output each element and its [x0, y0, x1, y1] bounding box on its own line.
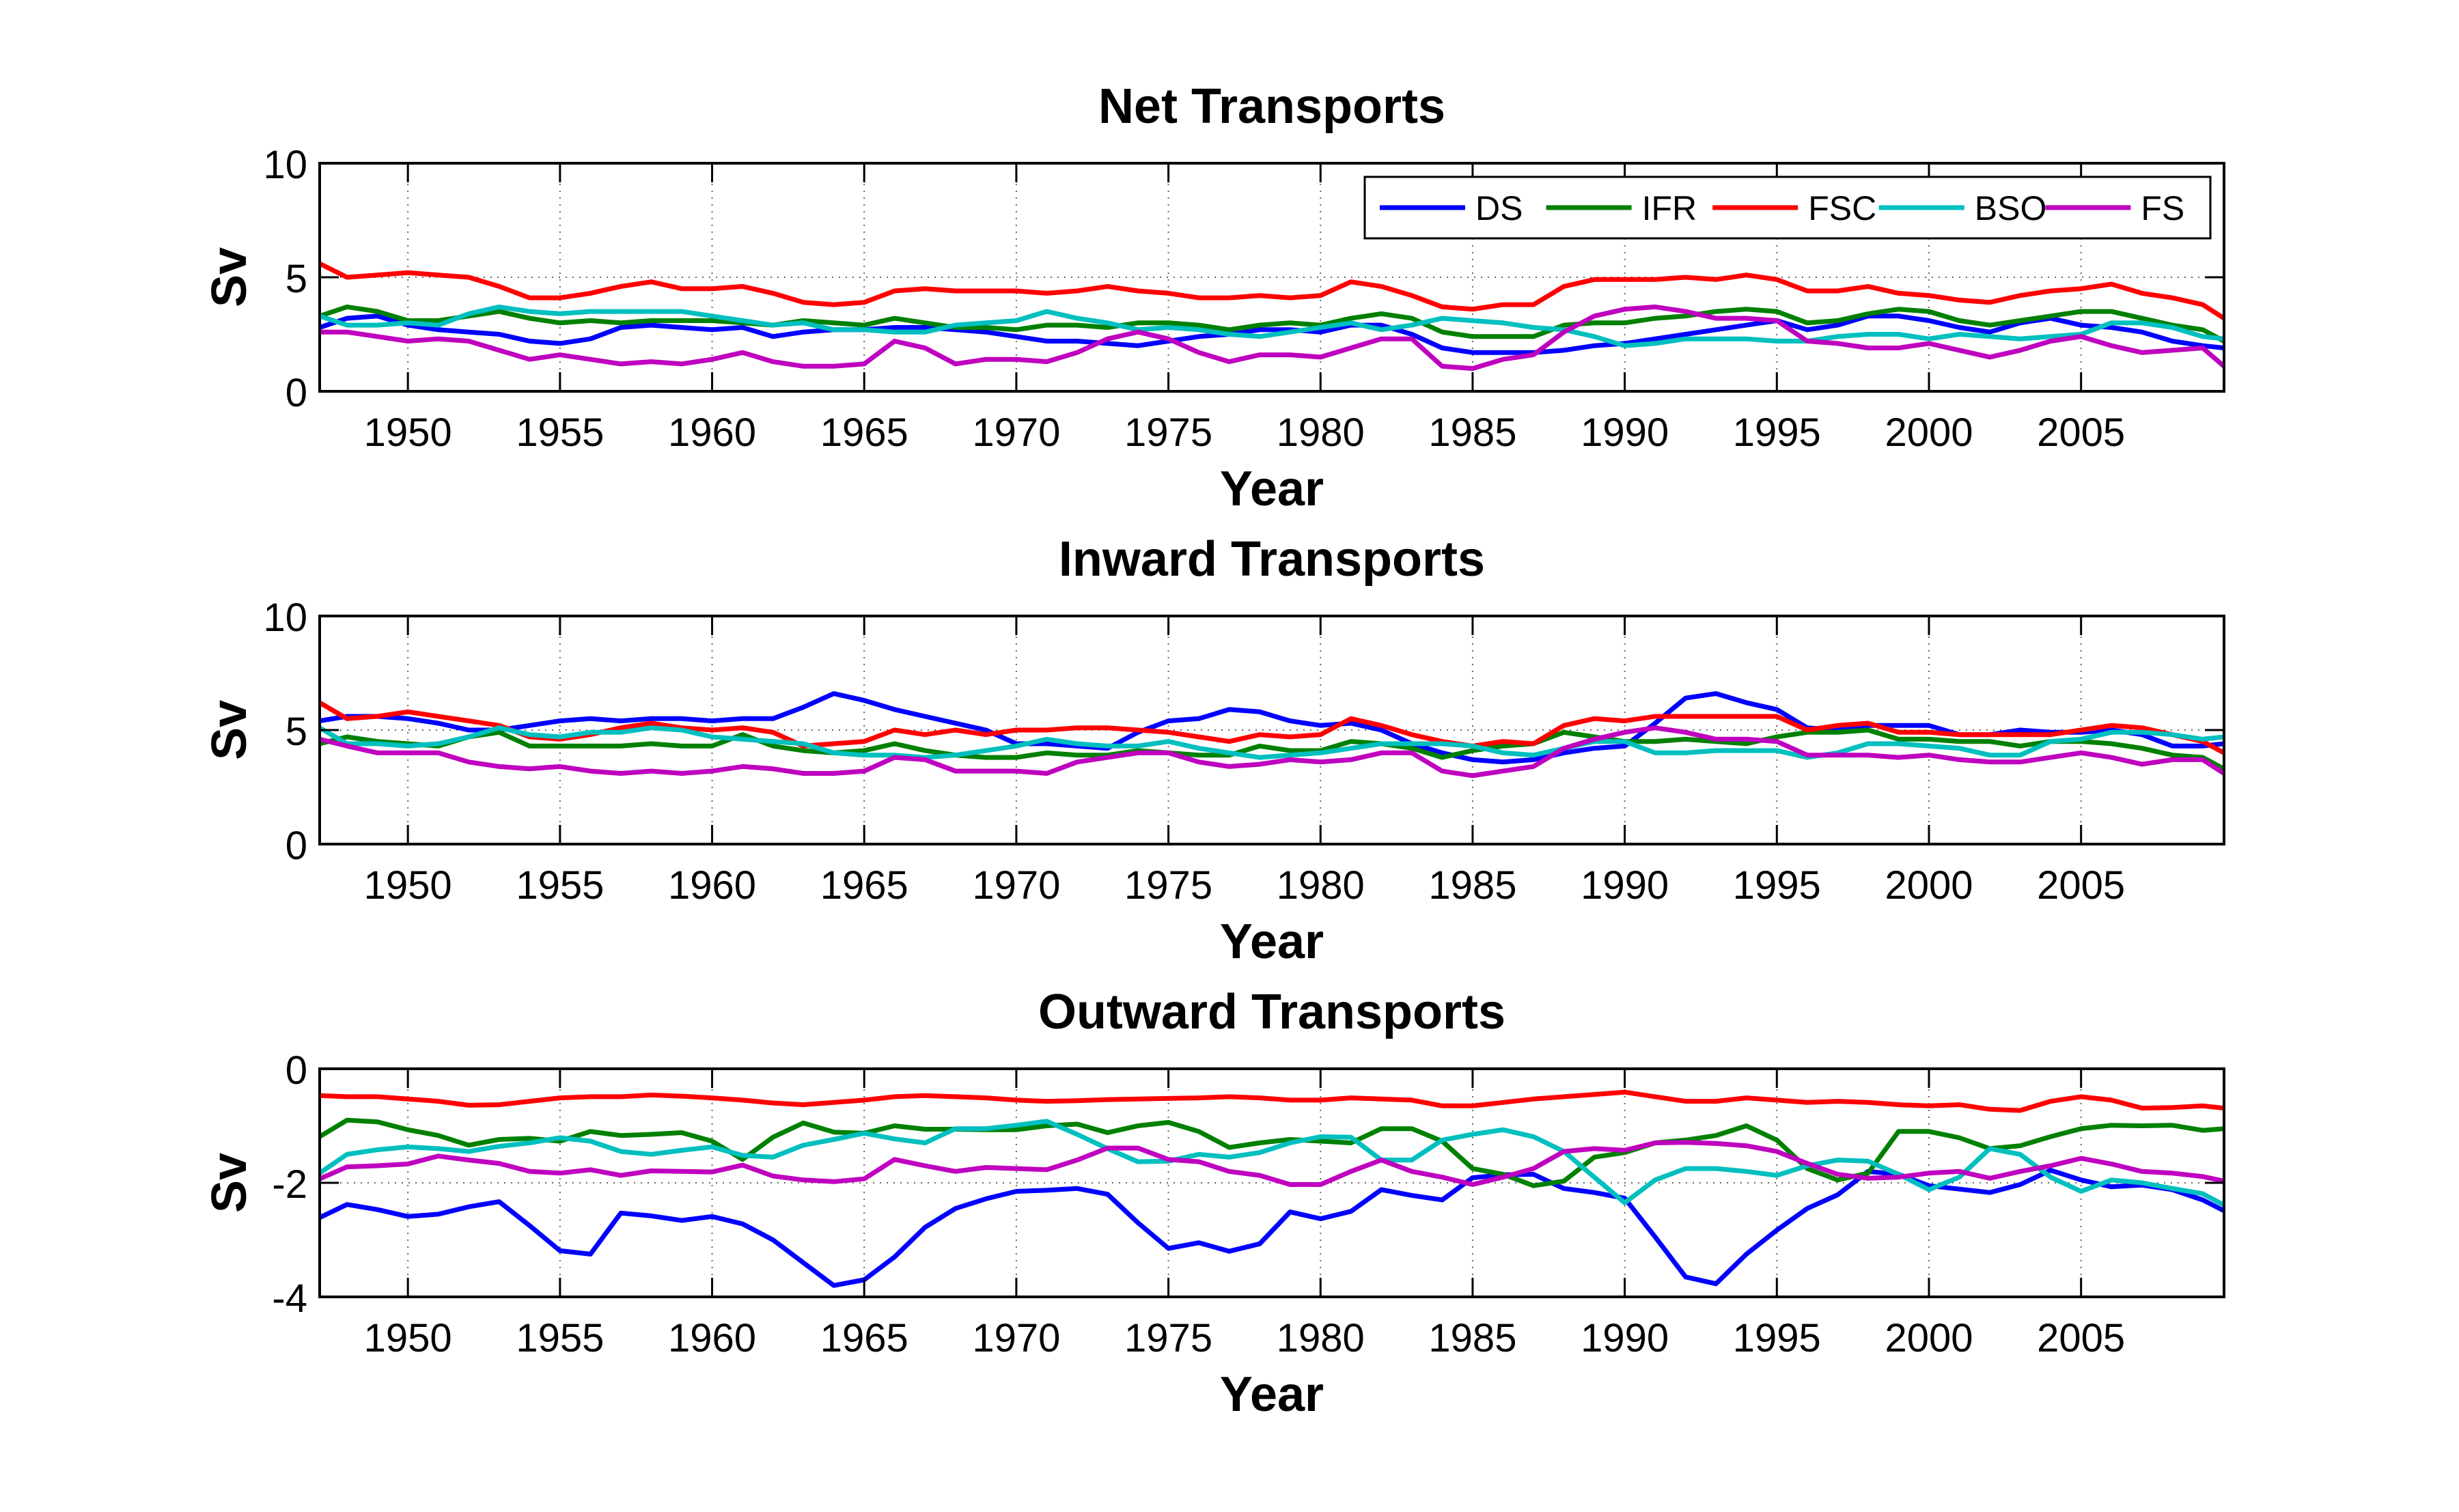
- x-tick-label: 1995: [1733, 1316, 1821, 1360]
- legend-label: FSC: [1808, 189, 1876, 227]
- legend-item-ds: DS: [1380, 189, 1523, 227]
- x-tick-label: 1985: [1428, 410, 1516, 455]
- series-line-fs: [320, 725, 2224, 779]
- y-axis-label: Sv: [202, 1153, 257, 1213]
- x-axis-label: Year: [1220, 462, 1324, 516]
- x-tick-label: 1990: [1581, 410, 1669, 455]
- x-tick-label: 2005: [2037, 1316, 2125, 1360]
- series-line-fsc: [320, 261, 2224, 321]
- x-axis-label: Year: [1220, 1367, 1324, 1422]
- chart-title: Inward Transports: [1059, 532, 1485, 587]
- x-tick-label: 1975: [1124, 1316, 1212, 1360]
- x-tick-label: 1965: [820, 1316, 908, 1360]
- x-tick-label: 1990: [1581, 863, 1669, 908]
- x-tick-label: 1960: [668, 410, 756, 455]
- legend-item-ifr: IFR: [1546, 189, 1697, 227]
- x-tick-label: 1975: [1124, 410, 1212, 455]
- legend-item-fs: FS: [2045, 189, 2184, 227]
- series-line-ds: [320, 313, 2224, 355]
- chart-panel-2: 1950 1955 1960 1965 1970 1975 1980 1985 1990 1995…: [202, 532, 2225, 969]
- x-tick-label: 1970: [972, 1316, 1060, 1360]
- chart-title: Net Transports: [1098, 79, 1445, 134]
- x-tick-label: 1985: [1428, 863, 1516, 908]
- y-tick-label: -2: [272, 1162, 307, 1207]
- y-tick-label: 0: [286, 371, 307, 415]
- y-tick-label: 5: [286, 257, 307, 301]
- series-line-ds: [320, 691, 2224, 765]
- series-line-fs: [320, 304, 2224, 372]
- y-tick-label: 0: [286, 824, 307, 868]
- x-tick-label: 1995: [1733, 410, 1821, 455]
- y-tick-label: 10: [263, 596, 307, 640]
- x-tick-label: 1965: [820, 863, 908, 908]
- legend-label: IFR: [1642, 189, 1697, 227]
- x-tick-label: 2000: [1885, 410, 1973, 455]
- series-line-ifr: [320, 1117, 2224, 1188]
- x-axis-label: Year: [1220, 914, 1324, 969]
- series-line-fsc: [320, 1089, 2224, 1113]
- x-tick-label: 1960: [668, 1316, 756, 1360]
- series-line-bso: [320, 304, 2224, 348]
- x-tick-label: 2005: [2037, 410, 2125, 455]
- legend-item-fsc: FSC: [1712, 189, 1876, 227]
- x-tick-label: 1950: [364, 1316, 452, 1360]
- x-tick-label: 1950: [364, 410, 452, 455]
- y-tick-label: -4: [272, 1276, 307, 1321]
- legend: DS IFR FSC BSO FS: [1363, 176, 2212, 240]
- x-tick-label: 2000: [1885, 1316, 1973, 1360]
- x-tick-label: 1955: [516, 863, 604, 908]
- legend-label: FS: [2141, 189, 2184, 227]
- series-line-fs: [320, 1140, 2224, 1187]
- series-line-bso: [320, 725, 2224, 760]
- legend-label: DS: [1475, 189, 1523, 227]
- x-tick-label: 1985: [1428, 1316, 1516, 1360]
- x-tick-label: 1965: [820, 410, 908, 455]
- series-line-bso: [320, 1119, 2224, 1207]
- series-group: [320, 1089, 2224, 1288]
- x-axis: 1950 1955 1960 1965 1970 1975 1980 1985 1990 1995…: [364, 163, 2125, 455]
- x-tick-label: 1960: [668, 863, 756, 908]
- y-axis: -4 -2 0: [272, 1048, 2224, 1321]
- y-tick-label: 10: [263, 143, 307, 187]
- y-axis-label: Sv: [202, 247, 257, 307]
- x-tick-label: 2000: [1885, 863, 1973, 908]
- y-tick-label: 0: [286, 1048, 307, 1093]
- legend-item-bso: BSO: [1878, 189, 2047, 227]
- x-tick-label: 1970: [972, 863, 1060, 908]
- x-axis: 1950 1955 1960 1965 1970 1975 1980 1985 1990 1995…: [364, 1069, 2125, 1360]
- series-group: [320, 261, 2224, 372]
- chart-title: Outward Transports: [1038, 985, 1505, 1039]
- series-group: [320, 691, 2224, 779]
- x-tick-label: 1970: [972, 410, 1060, 455]
- series-line-fsc: [320, 700, 2224, 755]
- x-tick-label: 1955: [516, 410, 604, 455]
- y-axis: 0 5 10: [263, 596, 2224, 868]
- x-tick-label: 1980: [1277, 410, 1365, 455]
- x-tick-label: 2005: [2037, 863, 2125, 908]
- y-axis-label: Sv: [202, 700, 257, 760]
- y-axis: 0 5 10: [263, 143, 2224, 415]
- y-tick-label: 5: [286, 710, 307, 754]
- series-line-ifr: [320, 727, 2224, 771]
- chart-panel-3: 1950 1955 1960 1965 1970 1975 1980 1985 1990 1995…: [202, 985, 2225, 1422]
- x-axis: 1950 1955 1960 1965 1970 1975 1980 1985 1990 1995…: [364, 616, 2125, 908]
- series-line-ifr: [320, 304, 2224, 344]
- x-tick-label: 1990: [1581, 1316, 1669, 1360]
- chart-panel-1: 1950 1955 1960 1965 1970 1975 1980 1985 1990 1995…: [202, 79, 2225, 516]
- legend-label: BSO: [1975, 189, 2047, 227]
- x-tick-label: 1950: [364, 863, 452, 908]
- x-tick-label: 1975: [1124, 863, 1212, 908]
- x-tick-label: 1980: [1277, 1316, 1365, 1360]
- x-tick-label: 1980: [1277, 863, 1365, 908]
- x-tick-label: 1955: [516, 1316, 604, 1360]
- x-tick-label: 1995: [1733, 863, 1821, 908]
